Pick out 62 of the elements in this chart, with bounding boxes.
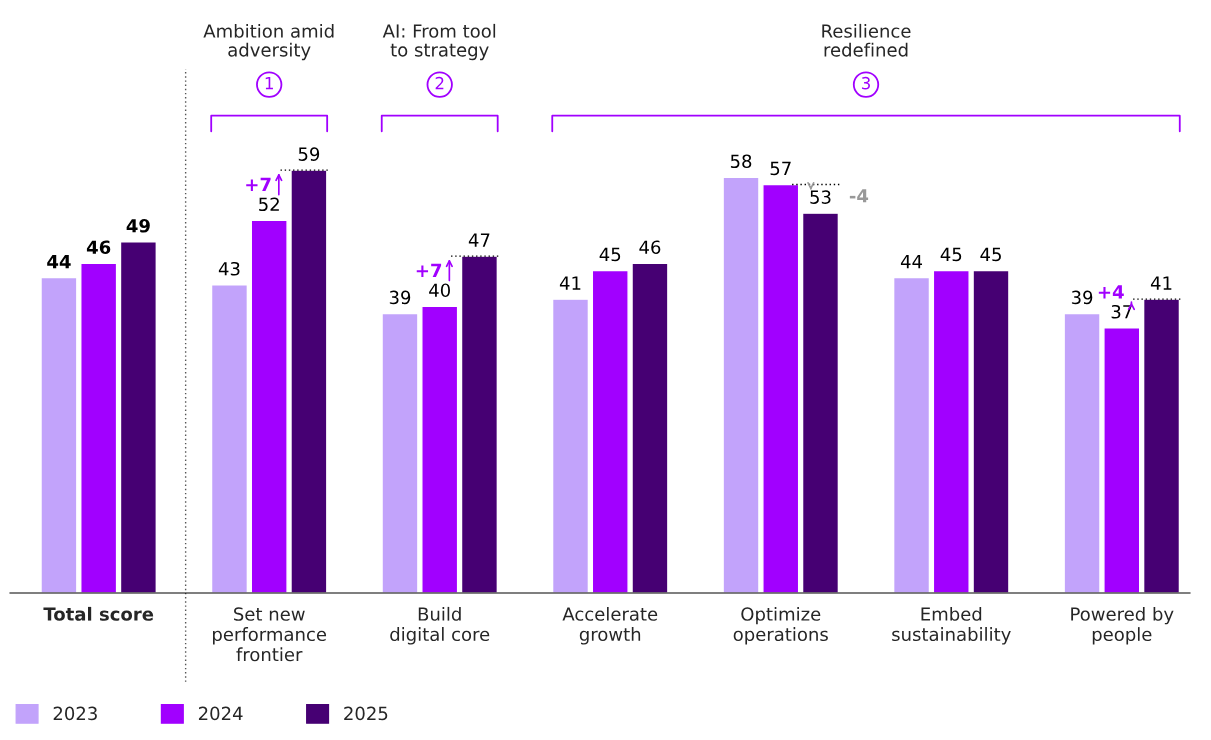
bar: [551, 298, 590, 593]
annotation: +4: [1098, 285, 1124, 299]
data-label: 37: [1111, 304, 1132, 319]
bar: [801, 212, 840, 593]
bar: [460, 255, 499, 593]
x-tick-label: Optimize operations: [733, 606, 828, 645]
x-tick-label: Embed sustainability: [892, 606, 1011, 645]
data-label: 41: [1150, 276, 1172, 290]
data-label: 53: [810, 190, 831, 204]
legend-label: 2024: [198, 706, 243, 721]
x-tick-label: Build digital core: [390, 606, 490, 645]
x-tick-label: Accelerate growth: [562, 606, 658, 645]
data-label: 45: [940, 247, 962, 262]
annotation: +7: [246, 177, 271, 191]
bar: [631, 262, 669, 593]
data-label: 52: [259, 197, 279, 212]
text: Ambition amid adversity: [203, 23, 334, 61]
bar: [421, 305, 459, 593]
bar: [290, 169, 328, 593]
bar: [972, 269, 1010, 593]
bar: [119, 241, 158, 593]
data-label: 39: [1071, 290, 1093, 305]
bar: [762, 183, 800, 593]
bar: [722, 176, 760, 593]
data-label: 57: [770, 161, 791, 176]
data-label: 58: [730, 154, 752, 169]
data-label: 47: [468, 233, 490, 247]
annotation: +7: [416, 263, 442, 277]
data-label: 49: [126, 218, 150, 233]
bar: [210, 284, 249, 593]
data-label: 46: [86, 240, 111, 255]
data-label: 43: [218, 261, 240, 276]
x-tick-label: Total score: [43, 606, 154, 621]
x-tick-label: Set new performance frontier: [213, 607, 327, 662]
text: 2: [435, 76, 444, 90]
legend-label: 2025: [344, 706, 388, 721]
text: 3: [861, 76, 870, 90]
bar: [250, 219, 288, 593]
data-label: 59: [298, 147, 320, 161]
bar: [1103, 327, 1141, 593]
bar: [932, 269, 970, 593]
data-label: 40: [429, 283, 450, 298]
bar: [892, 276, 931, 593]
data-label: 39: [389, 290, 411, 305]
bar: [80, 262, 118, 593]
data-label: 41: [559, 276, 581, 290]
data-label: 44: [47, 255, 71, 269]
bar: [1142, 298, 1181, 593]
text: AI: From tool to strategy: [382, 23, 496, 61]
data-label: 45: [980, 247, 1001, 262]
x-tick-label: Powered by people: [1071, 606, 1174, 645]
bar: [40, 276, 78, 593]
legend-label: 2023: [53, 706, 97, 721]
bar: [1063, 312, 1101, 593]
data-label: 45: [599, 247, 621, 262]
bar: [381, 312, 419, 593]
data-label: 46: [639, 240, 661, 255]
text: Resilience redefined: [822, 23, 911, 57]
bar: [591, 269, 629, 593]
data-label: 44: [900, 255, 923, 269]
text: 1: [265, 77, 273, 90]
annotation: -4: [849, 189, 869, 203]
